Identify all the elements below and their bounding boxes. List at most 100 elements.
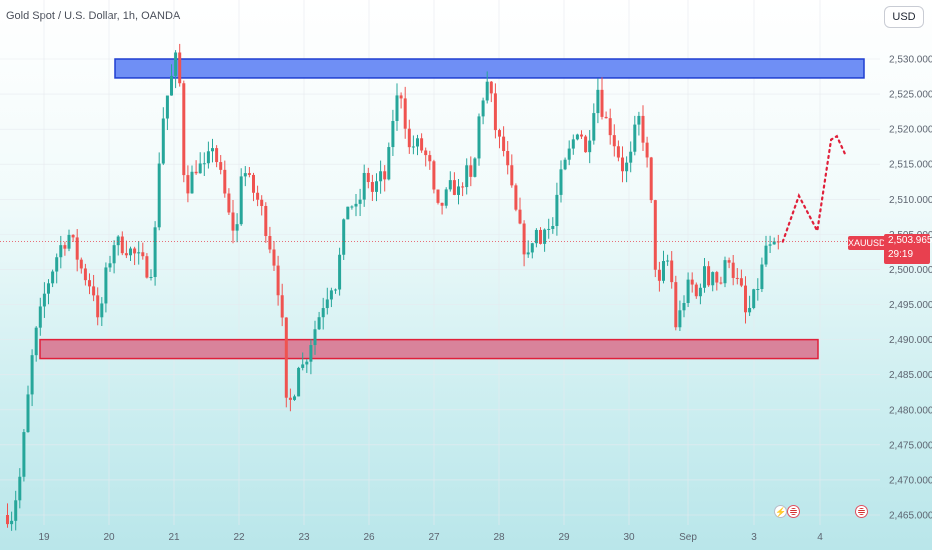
candle bbox=[346, 206, 350, 220]
candle bbox=[719, 276, 723, 285]
candle bbox=[674, 275, 678, 331]
candle-body bbox=[26, 394, 30, 433]
candle bbox=[14, 490, 18, 531]
candle-body bbox=[55, 257, 59, 272]
candle-body bbox=[407, 128, 411, 148]
candle-body bbox=[211, 148, 214, 152]
candle-body bbox=[145, 256, 149, 278]
candle-body bbox=[498, 130, 501, 137]
candle-body bbox=[280, 295, 284, 318]
candle-body bbox=[432, 161, 436, 190]
candle-body bbox=[625, 162, 629, 172]
candle bbox=[268, 226, 272, 254]
price-zones bbox=[39, 58, 865, 360]
candle-body bbox=[588, 140, 592, 153]
candle-body bbox=[547, 228, 551, 230]
candle-body bbox=[186, 175, 190, 194]
candle bbox=[342, 218, 346, 260]
us-flag-icon[interactable] bbox=[855, 505, 868, 518]
candle bbox=[461, 182, 465, 197]
candle bbox=[604, 111, 608, 119]
candle bbox=[219, 155, 223, 175]
y-tick-label: 2,485.000 bbox=[889, 370, 932, 381]
candle bbox=[727, 257, 731, 269]
candle-body bbox=[776, 241, 780, 243]
candle-countdown: 29:19 bbox=[888, 249, 914, 260]
candle bbox=[608, 108, 612, 145]
candle bbox=[444, 187, 448, 209]
candle bbox=[79, 257, 83, 274]
price-axis: 2,530.000 2,525.000 2,520.000 2,515.000 2,51… bbox=[889, 55, 932, 522]
x-tick-label: 3 bbox=[751, 532, 757, 543]
candle-body bbox=[506, 151, 510, 166]
candle-body bbox=[301, 364, 305, 368]
candle-body bbox=[629, 151, 633, 163]
candle-body bbox=[379, 171, 383, 182]
candle bbox=[518, 197, 522, 225]
candle-body bbox=[739, 278, 743, 286]
y-tick-label: 2,500.000 bbox=[889, 265, 932, 276]
candle bbox=[194, 160, 198, 175]
candle bbox=[592, 103, 596, 145]
currency-button[interactable]: USD bbox=[884, 6, 924, 28]
candle-body bbox=[411, 146, 415, 148]
candle bbox=[108, 255, 112, 272]
candle bbox=[616, 140, 620, 162]
candle bbox=[473, 157, 477, 178]
candle-body bbox=[674, 282, 678, 328]
candle-body bbox=[711, 272, 715, 286]
candle bbox=[682, 295, 686, 318]
candle bbox=[366, 167, 370, 189]
candle bbox=[469, 156, 473, 187]
candle bbox=[116, 235, 120, 256]
x-tick-label: 29 bbox=[558, 532, 570, 543]
candle-body bbox=[96, 295, 100, 318]
candle bbox=[309, 339, 313, 375]
candle-body bbox=[325, 299, 329, 309]
candle bbox=[575, 133, 579, 141]
candle bbox=[465, 158, 469, 195]
candle bbox=[284, 317, 288, 408]
candle bbox=[530, 242, 534, 259]
candle-body bbox=[51, 271, 55, 284]
candle bbox=[731, 254, 735, 286]
candle-body bbox=[559, 169, 563, 195]
candle-body bbox=[416, 138, 419, 147]
candle-body bbox=[141, 252, 145, 257]
candle bbox=[477, 113, 481, 166]
candle-body bbox=[182, 83, 186, 176]
chart-title: Gold Spot / U.S. Dollar, 1h, OANDA bbox=[6, 10, 181, 22]
candle-body bbox=[14, 500, 18, 521]
candle bbox=[141, 242, 145, 260]
candle-body bbox=[682, 303, 686, 311]
candle bbox=[748, 295, 752, 316]
candle bbox=[22, 429, 26, 482]
candle-body bbox=[436, 189, 440, 203]
candle-body bbox=[170, 75, 173, 96]
candle bbox=[653, 199, 657, 278]
candle-body bbox=[79, 259, 83, 269]
candle bbox=[637, 111, 641, 136]
lightning-icon[interactable]: ⚡ bbox=[774, 505, 787, 518]
candle bbox=[18, 468, 22, 509]
candle-body bbox=[190, 171, 194, 194]
candle-body bbox=[161, 118, 165, 164]
candle bbox=[580, 130, 583, 140]
last-price-value: 2,503.965 bbox=[888, 235, 932, 246]
candle-body bbox=[772, 241, 776, 245]
candle bbox=[190, 165, 194, 194]
candle-body bbox=[34, 327, 38, 356]
candle bbox=[506, 141, 510, 175]
candle-body bbox=[391, 120, 395, 148]
candle-body bbox=[317, 317, 321, 330]
x-tick-label: 30 bbox=[623, 532, 635, 543]
candle bbox=[59, 235, 63, 269]
candle-body bbox=[678, 310, 682, 328]
us-flag-icon[interactable] bbox=[787, 505, 800, 518]
candle bbox=[502, 126, 506, 157]
candle-body bbox=[420, 138, 424, 151]
candle-body bbox=[707, 266, 711, 286]
candle-body bbox=[596, 89, 600, 114]
candle-body bbox=[342, 219, 346, 255]
candle bbox=[547, 218, 551, 239]
